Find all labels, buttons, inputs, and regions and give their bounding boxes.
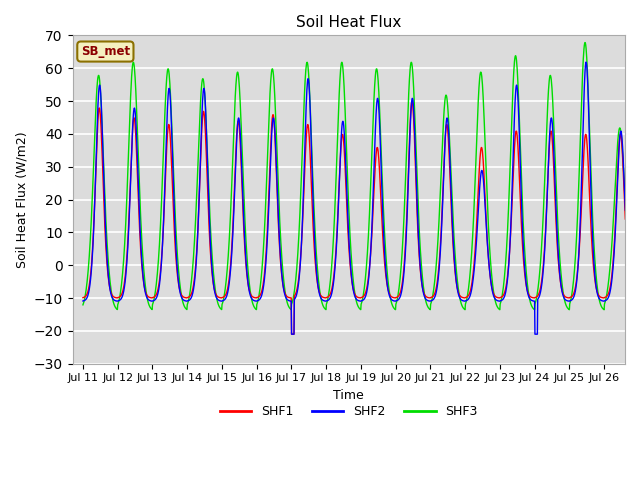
Text: SB_met: SB_met [81, 45, 130, 58]
Title: Soil Heat Flux: Soil Heat Flux [296, 15, 401, 30]
X-axis label: Time: Time [333, 389, 364, 402]
Legend: SHF1, SHF2, SHF3: SHF1, SHF2, SHF3 [214, 400, 483, 423]
Y-axis label: Soil Heat Flux (W/m2): Soil Heat Flux (W/m2) [15, 131, 28, 268]
